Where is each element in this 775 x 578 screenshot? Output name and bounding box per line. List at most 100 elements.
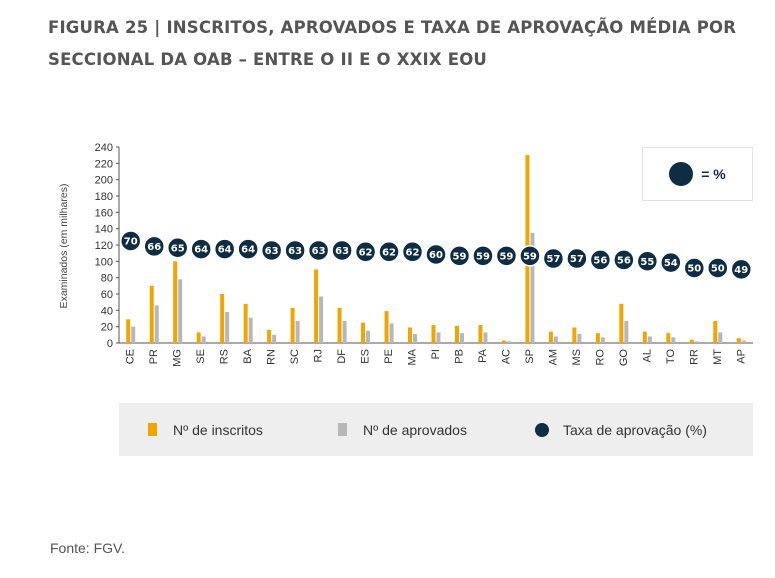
y-axis-label: Examinados (em milhares) [58, 184, 70, 309]
bar-aprovados [647, 336, 652, 343]
bar-aprovados [600, 337, 605, 343]
chart: 0 20 40 60 80 100 120 140 160 180 200 220 240 CE PR MG S… [58, 142, 753, 367]
bar-aprovados [248, 317, 253, 343]
x-tick-label: RR [688, 349, 700, 365]
rate-marker [401, 241, 424, 263]
bar-inscritos [666, 333, 671, 343]
x-tick-label: RJ [313, 349, 325, 362]
y-tick-label: 240 [95, 142, 113, 154]
rate-marker [378, 241, 400, 263]
rate-label: 59 [453, 251, 467, 262]
x-tick-label: PE [383, 349, 395, 364]
bar-inscritos [220, 294, 225, 343]
legend-label-aprovados: Nº de aprovados [363, 421, 467, 438]
rate-marker [472, 245, 494, 267]
bar-inscritos [478, 325, 483, 343]
bar-inscritos [689, 339, 694, 343]
bar-aprovados [272, 334, 277, 343]
bar-aprovados [506, 341, 511, 343]
rate-label: 63 [265, 246, 279, 257]
rate-marker [730, 258, 753, 281]
legend-item-aprovados: Nº de aprovados [338, 403, 467, 456]
rate-label: 63 [288, 246, 302, 257]
rate-marker [425, 243, 447, 266]
bar-inscritos [196, 332, 201, 343]
rate-marker [213, 238, 236, 260]
x-tick-label: RS [219, 349, 231, 364]
rate-marker [495, 245, 518, 267]
bar-inscritos [267, 329, 272, 343]
x-tick-label: TO [665, 349, 677, 365]
x-tick-label: MA [407, 348, 419, 365]
y-tick-label: 140 [95, 224, 113, 236]
bars [126, 155, 746, 343]
rate-marker [613, 249, 635, 271]
x-tick-label: AM [547, 349, 559, 366]
bar-inscritos [384, 311, 389, 343]
bar-inscritos [126, 319, 131, 343]
rate-label: 63 [335, 246, 349, 257]
rate-marker [237, 238, 259, 260]
rate-label: 70 [124, 237, 138, 248]
rate-marker [636, 250, 659, 272]
rate-label: 50 [711, 264, 725, 275]
legend-label-taxa: Taxa de aprovação (%) [563, 421, 707, 438]
bar-aprovados [413, 334, 418, 343]
source-note: Fonte: FGV. [50, 540, 125, 556]
bar-inscritos [408, 327, 413, 343]
y-tick-label: 40 [101, 305, 113, 317]
rate-label: 54 [664, 258, 678, 269]
bar-aprovados [201, 336, 206, 343]
rate-marker [119, 230, 142, 252]
rate-marker [683, 257, 706, 279]
y-tick-label: 120 [95, 240, 113, 252]
bar-inscritos [501, 340, 506, 343]
bar-aprovados [154, 305, 159, 343]
bar-inscritos [337, 307, 342, 343]
rate-marker [566, 247, 588, 270]
bar-aprovados [718, 332, 723, 343]
rate-label: 62 [382, 247, 396, 258]
bar-aprovados [131, 326, 136, 343]
bar-aprovados [483, 332, 488, 343]
chart-title: FIGURA 25 | INSCRITOS, APROVADOS E TAXA … [48, 18, 737, 69]
bar-inscritos [149, 285, 154, 343]
rate-label: 59 [499, 251, 513, 262]
y-tick-label: 100 [95, 256, 113, 268]
rate-label: 49 [734, 265, 748, 276]
x-tick-label: CE [125, 349, 137, 364]
legend-swatch-aprovados [338, 423, 347, 436]
rate-label: 62 [359, 247, 373, 258]
bar-aprovados [436, 332, 441, 343]
y-tick-label: 20 [101, 322, 113, 334]
bar-aprovados [741, 340, 746, 343]
y-tick-label: 160 [95, 207, 113, 219]
x-tick-label: AC [500, 349, 512, 364]
rate-label: 60 [429, 250, 443, 261]
bar-aprovados [295, 320, 300, 343]
rate-label: 56 [617, 255, 631, 266]
bar-inscritos [454, 325, 459, 343]
legend-dot-taxa [535, 422, 549, 437]
bar-aprovados [366, 330, 371, 343]
rate-label: 57 [570, 254, 584, 265]
legend: Nº de inscritos Nº de aprovados Taxa de … [119, 403, 753, 456]
x-tick-label: SP [524, 349, 536, 364]
bar-aprovados [225, 311, 230, 343]
rate-label: 66 [147, 242, 161, 253]
bar-aprovados [624, 320, 629, 343]
bar-inscritos [361, 322, 366, 343]
bar-inscritos [243, 303, 248, 343]
rate-label: 63 [312, 246, 326, 257]
rate-marker [190, 238, 212, 260]
rate-marker [284, 239, 306, 262]
x-tick-label: PA [477, 348, 489, 363]
bar-aprovados [459, 333, 464, 343]
rate-marker [166, 237, 189, 259]
rate-marker [260, 239, 283, 262]
y-tick-label: 0 [107, 338, 113, 350]
rate-marker [519, 245, 541, 267]
x-tick-label: RN [266, 349, 278, 365]
bar-aprovados [319, 296, 324, 343]
bar-inscritos [290, 307, 295, 343]
